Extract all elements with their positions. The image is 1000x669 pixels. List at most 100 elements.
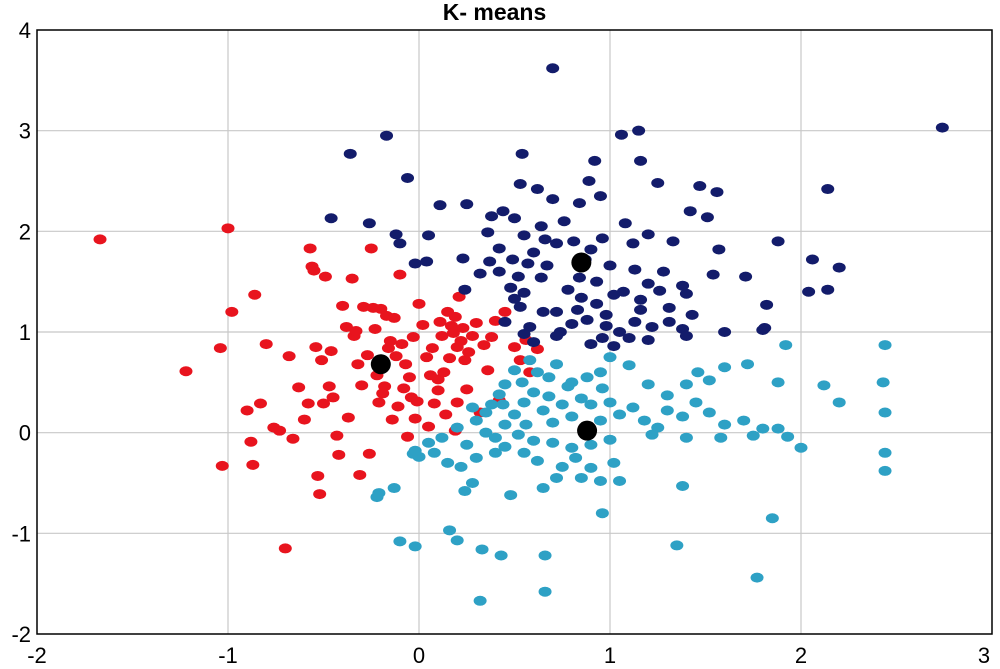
data-point [508, 365, 521, 376]
data-point [662, 302, 676, 313]
x-tick-label: -2 [27, 643, 47, 668]
data-point [341, 412, 355, 423]
data-point [485, 399, 499, 410]
data-point [613, 409, 627, 420]
data-point [435, 432, 449, 443]
data-point [473, 595, 487, 606]
data-point [339, 321, 353, 332]
data-point [494, 550, 508, 561]
data-point [450, 422, 464, 433]
data-point [362, 218, 376, 229]
data-point [580, 372, 594, 383]
data-point [416, 319, 430, 330]
data-point [248, 289, 262, 300]
data-point [517, 447, 531, 458]
data-point [679, 331, 693, 342]
data-point [616, 286, 630, 297]
data-point [465, 331, 479, 342]
chart-title: K- means [443, 0, 547, 25]
data-point [632, 125, 646, 136]
data-point [536, 405, 550, 416]
data-point [618, 218, 632, 229]
data-point [513, 179, 527, 190]
data-point [656, 266, 670, 277]
data-point [546, 63, 560, 74]
data-point [433, 200, 447, 211]
data-point [446, 328, 460, 339]
data-point [628, 316, 642, 327]
data-point [607, 341, 621, 352]
data-point [303, 243, 317, 254]
x-tick-label: -1 [218, 643, 238, 668]
data-point [387, 483, 401, 494]
data-point [387, 312, 401, 323]
data-point [244, 436, 258, 447]
data-point [370, 492, 384, 503]
data-point [349, 325, 363, 336]
data-point [330, 430, 344, 441]
data-point [456, 322, 470, 333]
data-point [584, 339, 598, 350]
data-point [435, 331, 449, 342]
data-point [473, 268, 487, 279]
data-point [607, 457, 621, 468]
y-tick-label: 3 [19, 119, 31, 144]
data-point [448, 311, 462, 322]
data-point [603, 260, 617, 271]
data-point [397, 383, 411, 394]
data-point [765, 513, 779, 524]
data-point [634, 304, 648, 315]
data-point [676, 411, 690, 422]
data-point [427, 447, 441, 458]
data-point [496, 206, 510, 217]
data-point [322, 381, 336, 392]
data-point [479, 407, 493, 418]
data-point [683, 206, 697, 217]
data-point [718, 327, 732, 337]
data-point [679, 288, 693, 299]
data-point [309, 342, 323, 353]
data-point [572, 272, 586, 283]
data-point [781, 431, 795, 442]
data-point [593, 367, 607, 378]
data-point [685, 309, 699, 320]
data-point [603, 434, 617, 445]
data-point [399, 359, 413, 370]
data-point [546, 417, 560, 428]
data-point [561, 284, 575, 295]
data-point [530, 455, 544, 466]
data-point [179, 366, 193, 377]
data-point [402, 372, 416, 383]
data-point [590, 276, 604, 287]
data-point [584, 439, 598, 450]
data-point [297, 414, 311, 425]
data-point [758, 322, 772, 333]
data-point [538, 234, 552, 245]
data-point [225, 306, 239, 317]
data-point [593, 191, 607, 202]
data-point [666, 236, 680, 247]
data-point [422, 421, 436, 432]
data-point [660, 405, 674, 416]
data-point [311, 470, 325, 481]
data-point [508, 342, 521, 353]
data-point [555, 461, 569, 472]
data-point [817, 380, 831, 391]
data-point [569, 452, 583, 463]
data-point [412, 298, 426, 309]
data-point [389, 229, 403, 240]
data-point [702, 375, 716, 386]
data-point [441, 457, 455, 468]
data-point [215, 460, 229, 471]
data-point [422, 230, 436, 241]
data-point [454, 336, 468, 347]
data-point [485, 332, 499, 343]
data-point [876, 377, 890, 388]
data-point [565, 318, 579, 329]
data-point [460, 199, 474, 210]
data-point [536, 306, 550, 317]
data-point [301, 398, 315, 409]
data-point [760, 299, 774, 310]
data-point [456, 253, 470, 264]
data-point [700, 212, 714, 223]
